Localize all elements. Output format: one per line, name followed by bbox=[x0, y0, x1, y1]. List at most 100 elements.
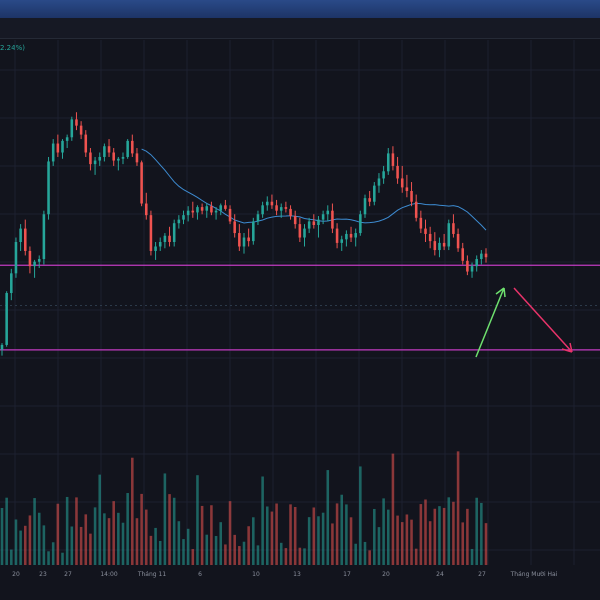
volume-bar bbox=[219, 522, 223, 565]
candle-body bbox=[200, 207, 204, 211]
volume-bar bbox=[126, 493, 129, 565]
candles bbox=[0, 112, 488, 356]
candle-body bbox=[335, 228, 339, 243]
candle-body bbox=[405, 187, 409, 191]
candle-body bbox=[261, 205, 264, 215]
candle-body bbox=[33, 261, 36, 267]
candle-body bbox=[252, 221, 255, 242]
volume-bar bbox=[196, 475, 199, 565]
x-tick-label: 14:00 bbox=[100, 571, 117, 578]
volume-bar bbox=[424, 499, 427, 565]
volume-bar bbox=[79, 526, 83, 565]
candle-body bbox=[65, 137, 69, 141]
candle-body bbox=[219, 205, 223, 211]
volume-bar bbox=[345, 504, 348, 565]
candle-body bbox=[107, 146, 111, 153]
volume-bar bbox=[182, 539, 185, 565]
volume-bar bbox=[396, 515, 399, 565]
x-axis-ticks: 20 23 27 14:00 Tháng 11 6 10 13 17 20 24 27 Tháng Mư… bbox=[12, 571, 558, 578]
candle-body bbox=[438, 242, 441, 251]
volume-bar bbox=[205, 534, 209, 565]
volume-bar bbox=[405, 514, 409, 565]
candle-body bbox=[56, 143, 60, 153]
volume-bar bbox=[335, 503, 339, 565]
candle-body bbox=[135, 153, 139, 163]
candle-body bbox=[140, 162, 143, 204]
candle-body bbox=[131, 140, 134, 154]
volume-bar bbox=[200, 505, 204, 565]
volume-bar bbox=[98, 474, 102, 565]
candle-body bbox=[196, 207, 199, 213]
volume-bar bbox=[10, 549, 13, 565]
volume-bar bbox=[363, 541, 367, 565]
candle-body bbox=[368, 198, 371, 202]
candle-body bbox=[10, 273, 13, 294]
volume-bar bbox=[191, 549, 195, 565]
candle-body bbox=[279, 207, 283, 211]
candle-body bbox=[256, 214, 260, 222]
candle-body bbox=[163, 235, 167, 243]
candle-body bbox=[214, 210, 218, 213]
volume-bar bbox=[256, 545, 260, 565]
volume-bar bbox=[377, 527, 381, 565]
x-tick-label: Tháng 11 bbox=[137, 571, 166, 578]
candle-body bbox=[414, 201, 418, 218]
volume-bar bbox=[326, 470, 330, 565]
candle-body bbox=[293, 216, 297, 225]
volume-bar bbox=[359, 466, 362, 565]
volume-bar bbox=[293, 506, 297, 565]
volume-bar bbox=[214, 536, 218, 565]
candle-body bbox=[98, 156, 102, 161]
candle-body bbox=[363, 198, 367, 215]
candle-body bbox=[349, 233, 353, 238]
candle-body bbox=[42, 214, 46, 260]
volume-bar bbox=[112, 501, 115, 565]
volume-bar bbox=[0, 508, 4, 565]
candle-body bbox=[149, 215, 153, 251]
volume-bar bbox=[168, 494, 171, 565]
volume-bar bbox=[172, 497, 176, 565]
grid bbox=[0, 40, 600, 565]
up-arrow-head bbox=[495, 287, 506, 298]
candle-body bbox=[154, 246, 157, 251]
candle-body bbox=[461, 248, 465, 261]
candle-body bbox=[456, 233, 460, 249]
volume-bar bbox=[61, 552, 64, 565]
candle-body bbox=[117, 158, 120, 161]
volume-bar bbox=[410, 519, 413, 565]
volume-bar bbox=[433, 508, 437, 565]
candle-body bbox=[312, 221, 316, 225]
volume-bar bbox=[303, 548, 306, 565]
volume-bar bbox=[447, 497, 451, 565]
volume-bar bbox=[149, 535, 153, 565]
candle-body bbox=[238, 233, 241, 247]
candle-body bbox=[303, 228, 306, 238]
candle-body bbox=[89, 152, 92, 165]
candle-body bbox=[447, 223, 451, 247]
volume-bar bbox=[51, 542, 55, 565]
volume-bars bbox=[0, 451, 488, 565]
volume-bar bbox=[373, 508, 376, 565]
x-tick-label: 13 bbox=[293, 571, 301, 578]
candle-body bbox=[270, 201, 274, 206]
volume-bar bbox=[265, 506, 269, 565]
volume-bar bbox=[247, 526, 250, 565]
chart-header bbox=[0, 18, 600, 39]
change-percent: 2.24%) bbox=[0, 44, 25, 52]
volume-bar bbox=[284, 548, 288, 565]
volume-bar bbox=[107, 518, 111, 565]
volume-bar bbox=[442, 507, 446, 565]
candle-body bbox=[345, 233, 348, 240]
x-tick-label: 24 bbox=[436, 571, 444, 578]
candle-body bbox=[442, 242, 446, 247]
volume-bar bbox=[84, 514, 88, 565]
volume-bar bbox=[340, 494, 344, 565]
volume-bar bbox=[103, 513, 106, 565]
volume-bar bbox=[19, 530, 22, 565]
volume-bar bbox=[400, 522, 404, 565]
volume-bar bbox=[177, 521, 181, 565]
candle-body bbox=[103, 146, 106, 157]
volume-bar bbox=[307, 517, 311, 565]
volume-bar bbox=[270, 511, 274, 565]
